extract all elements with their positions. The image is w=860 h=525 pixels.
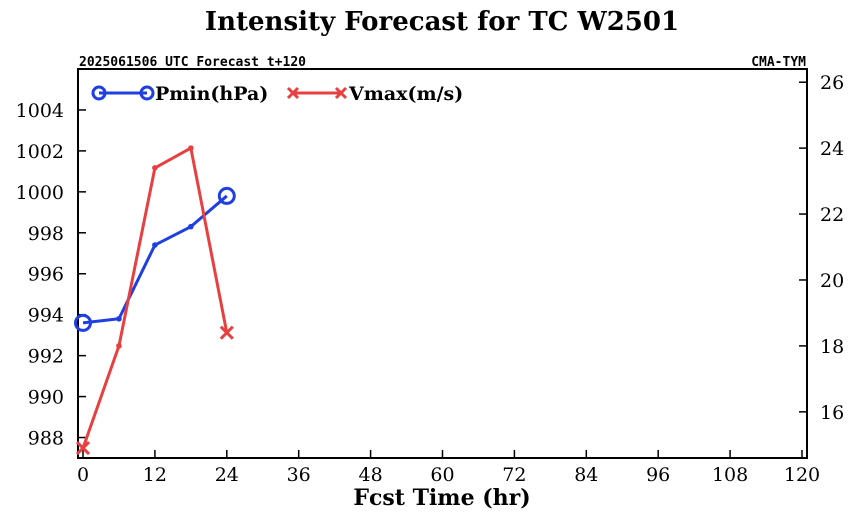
x-tick-label: 12 — [143, 464, 167, 486]
x-axis: 0 12 24 36 48 60 72 84 96 108 120 — [77, 450, 820, 486]
y-axis-left: 988 990 992 994 996 998 1000 1002 1004 — [16, 100, 86, 450]
x-tick-label: 48 — [359, 464, 383, 486]
chart-subtitle-right: CMA-TYM — [751, 55, 806, 70]
y-right-tick-label: 22 — [820, 204, 844, 226]
x-tick-label: 96 — [646, 464, 670, 486]
vmax-point — [188, 145, 194, 151]
x-tick-label: 24 — [215, 464, 239, 486]
y-left-tick-label: 994 — [28, 305, 64, 327]
x-tick-label: 108 — [712, 464, 748, 486]
x-tick-label: 120 — [784, 464, 820, 486]
pmin-point — [152, 242, 158, 248]
legend-vmax-marker — [286, 86, 300, 100]
y-left-tick-label: 1000 — [16, 182, 64, 204]
y-right-tick-label: 26 — [820, 72, 844, 94]
x-axis-label: Fcst Time (hr) — [353, 485, 530, 511]
chart-title: Intensity Forecast for TC W2501 — [205, 7, 679, 37]
y-right-tick-label: 24 — [820, 138, 844, 160]
y-left-tick-label: 996 — [28, 264, 64, 286]
legend-vmax-marker — [334, 86, 348, 100]
y-left-tick-label: 988 — [28, 428, 64, 450]
y-left-tick-label: 998 — [28, 223, 64, 245]
vmax-point — [75, 441, 91, 456]
pmin-point — [188, 223, 194, 230]
x-tick-label: 36 — [287, 464, 311, 486]
y-right-tick-label: 16 — [820, 402, 844, 424]
y-left-tick-label: 990 — [28, 387, 64, 409]
y-right-tick-label: 18 — [820, 336, 844, 358]
legend: Pmin(hPa) Vmax(m/s) — [91, 83, 463, 105]
pmin-point — [74, 313, 92, 332]
vmax-point — [152, 165, 158, 171]
x-tick-label: 0 — [77, 464, 89, 486]
legend-pmin-marker — [91, 85, 107, 101]
pmin-point — [116, 315, 122, 322]
plot-frame — [77, 68, 808, 459]
legend-pmin-marker — [139, 85, 155, 101]
series-layer — [74, 145, 236, 456]
x-tick-label: 72 — [502, 464, 526, 486]
legend-pmin-label: Pmin(hPa) — [155, 83, 268, 105]
vmax-point — [219, 325, 234, 340]
y-axis-right: 16 18 20 22 24 26 — [799, 72, 844, 424]
y-left-tick-label: 1004 — [16, 100, 64, 122]
y-left-tick-label: 992 — [28, 346, 64, 368]
x-tick-label: 84 — [574, 464, 598, 486]
x-tick-label: 60 — [430, 464, 454, 486]
chart-subtitle-left: 2025061506 UTC Forecast t+120 — [79, 55, 306, 70]
vmax-series-line — [81, 146, 229, 449]
pmin-point — [217, 186, 236, 205]
y-right-tick-label: 20 — [820, 270, 844, 292]
y-left-tick-label: 1002 — [16, 141, 64, 163]
legend-vmax-label: Vmax(m/s) — [348, 83, 463, 105]
vmax-point — [116, 343, 122, 349]
